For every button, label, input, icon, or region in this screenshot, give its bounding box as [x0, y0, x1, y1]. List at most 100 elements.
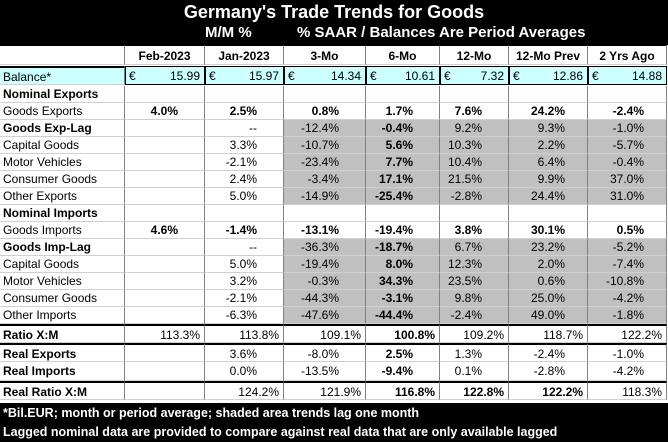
table-cell: -2.8% [509, 362, 588, 381]
table-cell: 0.8% [284, 103, 366, 120]
table-cell: 24.4% [509, 188, 588, 205]
balance-cell [284, 66, 366, 85]
table-cell: 3.8% [440, 222, 509, 239]
table-cell: 17.1% [366, 171, 440, 188]
row-label: Goods Exp-Lag [0, 120, 125, 137]
table-cell: 8.0% [366, 256, 440, 273]
column-header: 12-Mo [440, 45, 509, 65]
column-header: Jan-2023 [205, 45, 284, 65]
balance-cell [366, 66, 440, 85]
table-cell: -1.4% [205, 222, 284, 239]
table-cell: -36.3% [284, 239, 366, 256]
row-label: Goods Imports [0, 222, 125, 239]
table-cell [125, 307, 205, 324]
table-cell: 118.7% [509, 324, 588, 343]
currency: € [370, 69, 377, 83]
table-cell [509, 86, 588, 103]
table-cell: -13.5% [284, 362, 366, 381]
row-label: Balance* [0, 66, 125, 85]
row-label: Motor Vehicles [0, 273, 125, 290]
row-label: Ratio X:M [0, 324, 125, 343]
table-cell: 9.9% [509, 171, 588, 188]
subtitle-left: M/M % [205, 24, 285, 41]
table-cell: -- [205, 239, 284, 256]
table-cell: 113.3% [125, 324, 205, 343]
table-cell: 122.2% [588, 324, 667, 343]
table-cell: -47.6% [284, 307, 366, 324]
balance-value: 10.61 [404, 69, 435, 83]
table-cell: -2.1% [205, 290, 284, 307]
table-cell [440, 205, 509, 222]
table-cell: 5.6% [366, 137, 440, 154]
table-cell: 4.0% [125, 103, 205, 120]
table-cell: 12.3% [440, 256, 509, 273]
currency: € [288, 69, 295, 83]
table-cell: 7.6% [440, 103, 509, 120]
row-label: Goods Exports [0, 103, 125, 120]
table-cell: 9.8% [440, 290, 509, 307]
table-cell: -0.4% [366, 120, 440, 137]
balance-cell [205, 66, 284, 85]
table-cell: 6.7% [440, 239, 509, 256]
table-cell: 3.3% [205, 137, 284, 154]
balance-value: 15.99 [169, 69, 200, 83]
table-cell: 3.2% [205, 273, 284, 290]
row-label: Motor Vehicles [0, 154, 125, 171]
currency: € [444, 69, 451, 83]
table-cell: -10.8% [588, 273, 667, 290]
row-label: Nominal Exports [0, 86, 125, 103]
table-cell: 3.6% [205, 343, 284, 362]
table-cell [125, 154, 205, 171]
row-label: Other Exports [0, 188, 125, 205]
table-cell [588, 86, 667, 103]
table-cell: -2.1% [205, 154, 284, 171]
table-cell [125, 256, 205, 273]
table-cell: 118.3% [588, 381, 667, 400]
table-cell [125, 137, 205, 154]
table-cell: 30.1% [509, 222, 588, 239]
table-cell [125, 205, 205, 222]
table-cell: 0.5% [588, 222, 667, 239]
table-cell: 109.1% [284, 324, 366, 343]
table-cell: -19.4% [284, 256, 366, 273]
table-cell: -18.7% [366, 239, 440, 256]
table-cell: 2.2% [509, 137, 588, 154]
balance-cell [125, 66, 205, 85]
table-cell [125, 381, 205, 400]
row-label: Real Imports [0, 362, 125, 381]
table-cell: 25.0% [509, 290, 588, 307]
table-cell: 116.8% [366, 381, 440, 400]
table-cell: 2.5% [366, 343, 440, 362]
table-cell: 124.2% [205, 381, 284, 400]
row-label: Real Exports [0, 343, 125, 362]
table-cell [366, 86, 440, 103]
table-cell: -1.8% [588, 307, 667, 324]
table-cell: -44.4% [366, 307, 440, 324]
table-cell: 7.7% [366, 154, 440, 171]
table-cell: -44.3% [284, 290, 366, 307]
balance-value: 14.34 [330, 69, 361, 83]
title: Germany's Trade Trends for Goods [0, 2, 668, 23]
table-cell: -- [205, 120, 284, 137]
footnote: *Bil.EUR; month or period average; shade… [3, 405, 420, 422]
table-cell: 9.2% [440, 120, 509, 137]
balance-cell [588, 66, 667, 85]
table-cell: 21.5% [440, 171, 509, 188]
table-cell: -6.3% [205, 307, 284, 324]
currency: € [513, 69, 520, 83]
table-cell: 122.2% [509, 381, 588, 400]
table-cell [205, 205, 284, 222]
table-cell: -5.2% [588, 239, 667, 256]
table-cell: 0.0% [205, 362, 284, 381]
row-label: Capital Goods [0, 137, 125, 154]
table-cell: 23.2% [509, 239, 588, 256]
table-cell: 109.2% [440, 324, 509, 343]
row-label: Real Ratio X:M [0, 381, 125, 400]
table-cell: 31.0% [588, 188, 667, 205]
table-cell: -8.0% [284, 343, 366, 362]
subtitle-right: % SAAR / Balances Are Period Averages [297, 24, 667, 41]
table-cell [125, 120, 205, 137]
table-cell: 10.3% [440, 137, 509, 154]
table-cell: 100.8% [366, 324, 440, 343]
currency: € [209, 69, 216, 83]
